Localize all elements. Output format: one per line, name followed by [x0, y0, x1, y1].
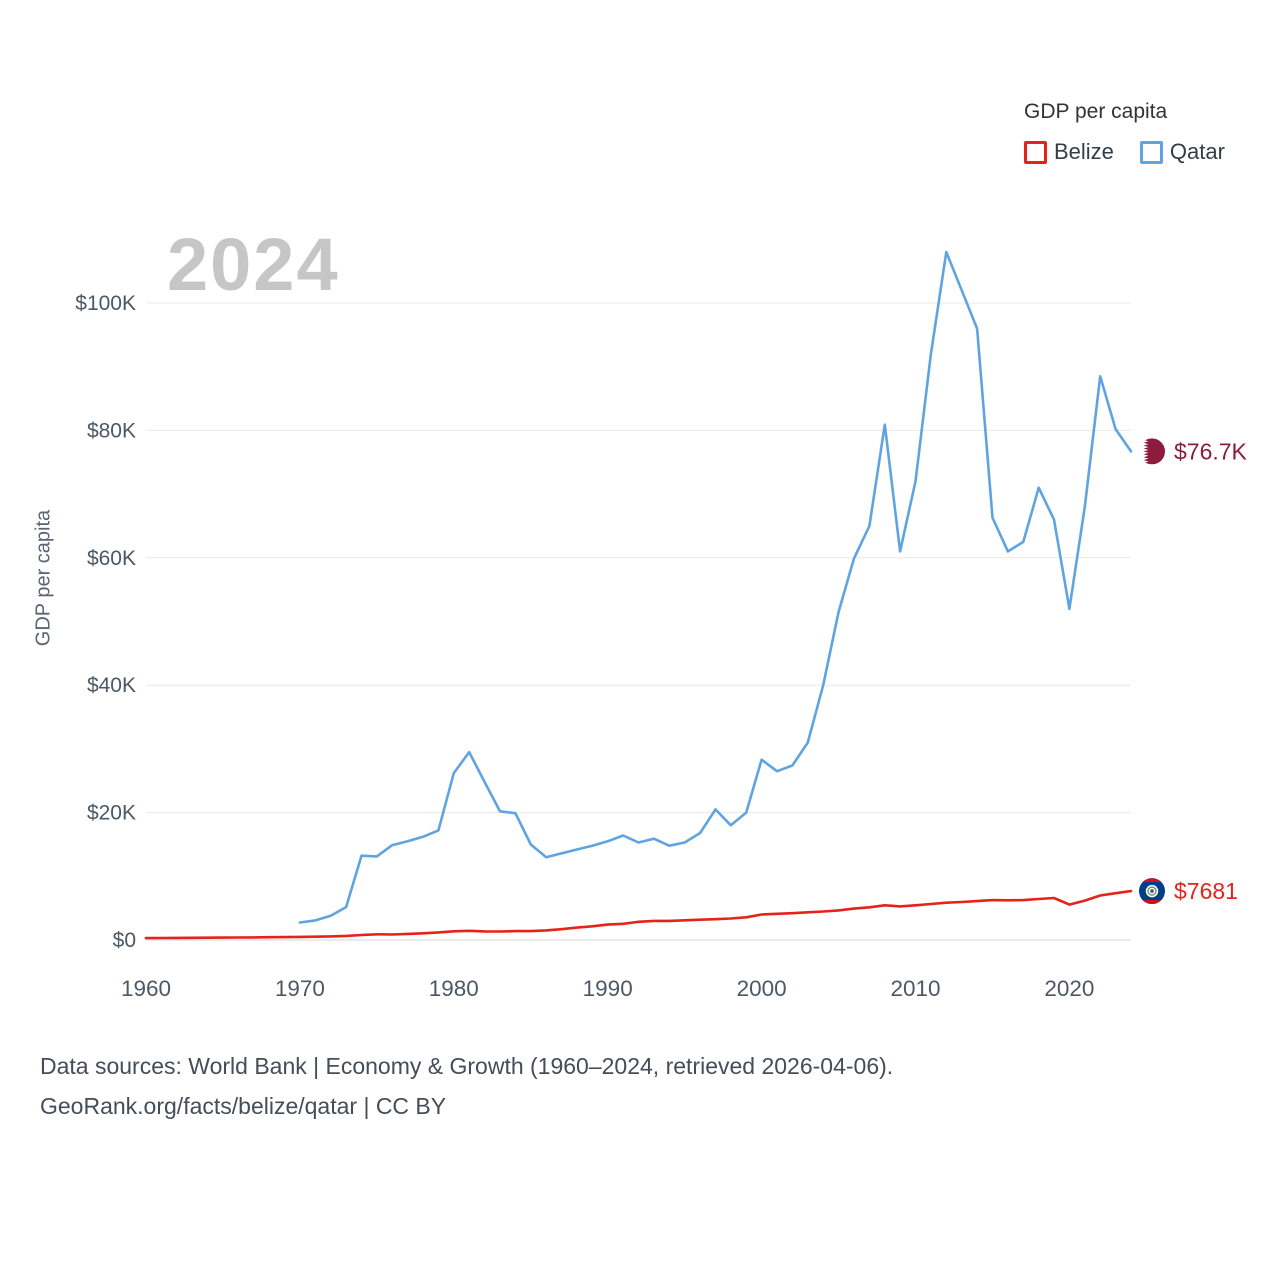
x-tick-label: 1960 [121, 976, 171, 1001]
legend-title: GDP per capita [1024, 100, 1168, 123]
year-watermark: 2024 [167, 223, 340, 306]
belize-line[interactable] [144, 889, 1133, 940]
end-label-qatar: $76.7K [1174, 438, 1248, 464]
legend-item-belize[interactable]: Belize [1024, 139, 1114, 165]
end-label-belize: $7681 [1174, 878, 1238, 904]
belize-swatch-icon [1024, 140, 1047, 164]
x-tick-label: 1970 [275, 976, 325, 1001]
y-tick-label: $60K [87, 547, 136, 570]
y-tick-label: $100K [75, 292, 136, 315]
legend-label-qatar: Qatar [1169, 139, 1225, 164]
x-tick-label: 2000 [737, 976, 787, 1001]
belize-flag-icon [1139, 878, 1165, 905]
x-tick-label: 1980 [429, 976, 479, 1001]
qatar-flag-icon [1139, 438, 1165, 465]
y-tick-label: $0 [113, 929, 136, 952]
qatar-line[interactable] [298, 250, 1133, 924]
attribution-footer: Data sources: World Bank | Economy & Gro… [40, 1046, 893, 1126]
y-tick-label: $80K [87, 419, 136, 442]
x-tick-label: 2010 [890, 976, 940, 1001]
georank-credit-line: GeoRank.org/facts/belize/qatar | CC BY [40, 1093, 447, 1119]
legend-item-qatar[interactable]: Qatar [1139, 139, 1225, 165]
qatar-swatch-icon [1139, 140, 1163, 164]
chart-legend: GDP per capita Belize Qatar [1024, 100, 1264, 165]
data-sources-line: Data sources: World Bank | Economy & Gro… [40, 1053, 894, 1079]
x-tick-label: 2020 [1044, 976, 1094, 1001]
legend-label-belize: Belize [1054, 139, 1114, 164]
y-tick-label: $40K [87, 674, 136, 697]
legend-items: Belize Qatar [1024, 139, 1264, 165]
x-tick-label: 1990 [583, 976, 633, 1001]
y-tick-label: $20K [87, 802, 136, 825]
